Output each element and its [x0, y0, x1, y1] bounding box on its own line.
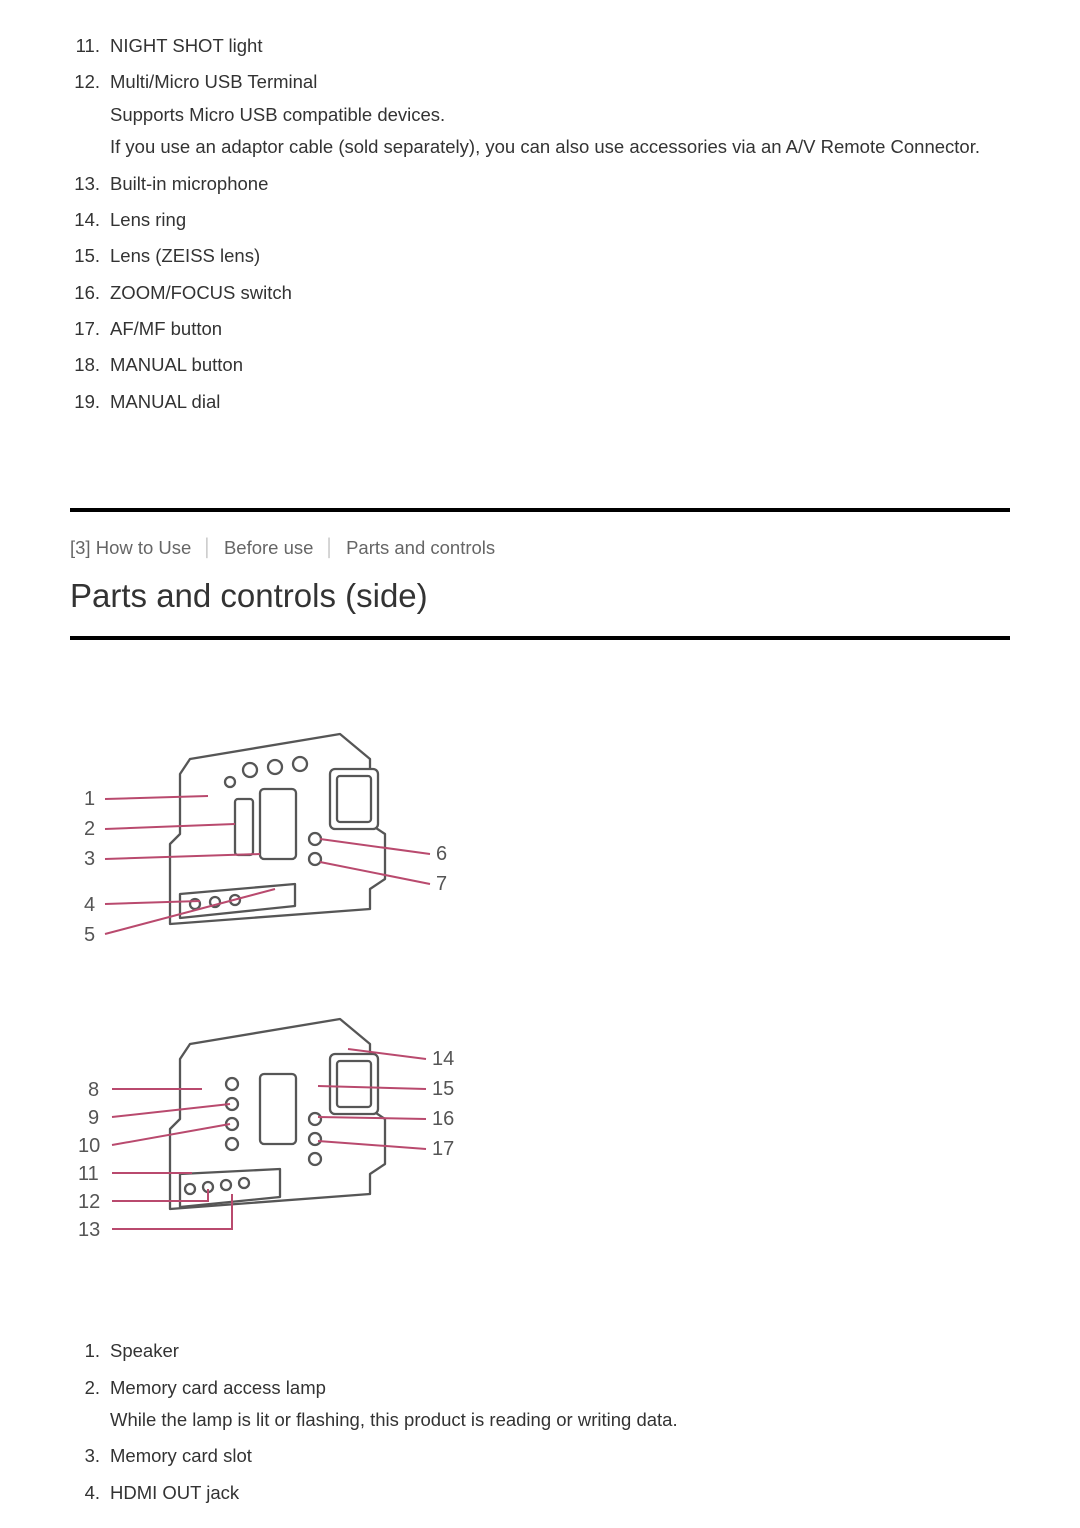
diagram-label: 1 [84, 788, 95, 810]
breadcrumb-separator-icon: │ [324, 533, 335, 563]
list-item: 17. AF/MF button [70, 313, 1010, 345]
list-item: 4. HDMI OUT jack [70, 1477, 1010, 1509]
parts-list-bottom: 1. Speaker 2. Memory card access lamp Wh… [70, 1335, 1010, 1509]
list-number: 11. [70, 30, 110, 62]
diagram-label: 12 [78, 1191, 100, 1213]
list-text: Lens (ZEISS lens) [110, 240, 1010, 272]
list-number: 16. [70, 277, 110, 309]
diagram-label: 13 [78, 1219, 100, 1241]
list-number: 4. [70, 1477, 110, 1509]
list-item: 3. Memory card slot [70, 1440, 1010, 1472]
list-item: 11. NIGHT SHOT light [70, 30, 1010, 62]
list-item: 19. MANUAL dial [70, 386, 1010, 418]
list-text: Lens ring [110, 204, 1010, 236]
list-item: 13. Built-in microphone [70, 168, 1010, 200]
breadcrumb-item: Before use [224, 532, 313, 564]
list-text: AF/MF button [110, 313, 1010, 345]
list-item: 18. MANUAL button [70, 349, 1010, 381]
list-item: 14. Lens ring [70, 204, 1010, 236]
list-sub-line: Supports Micro USB compatible devices. [110, 104, 445, 125]
list-text-line: Memory card access lamp [110, 1377, 326, 1398]
diagram-label: 16 [432, 1108, 454, 1130]
breadcrumb-item: Parts and controls [346, 532, 495, 564]
diagram-label: 7 [436, 873, 447, 895]
list-number: 17. [70, 313, 110, 345]
diagram-label: 4 [84, 894, 95, 916]
list-text: MANUAL button [110, 349, 1010, 381]
breadcrumb-separator-icon: │ [202, 533, 213, 563]
diagram-container: 1 2 3 4 5 6 7 [70, 704, 1010, 1299]
list-number: 13. [70, 168, 110, 200]
list-text: Speaker [110, 1335, 1010, 1367]
list-text: Built-in microphone [110, 168, 1010, 200]
diagram-label: 11 [78, 1163, 99, 1185]
breadcrumb-item: [3] How to Use [70, 532, 191, 564]
list-sub-line: While the lamp is lit or flashing, this … [110, 1409, 678, 1430]
list-number: 15. [70, 240, 110, 272]
list-text-line: Multi/Micro USB Terminal [110, 71, 317, 92]
diagram-label: 9 [88, 1107, 99, 1129]
list-text: NIGHT SHOT light [110, 30, 1010, 62]
list-number: 12. [70, 66, 110, 163]
diagram-label: 6 [436, 843, 447, 865]
diagram-label: 5 [84, 924, 95, 946]
list-text: Multi/Micro USB Terminal Supports Micro … [110, 66, 1010, 163]
section-divider-bottom [70, 636, 1010, 640]
list-text: Memory card slot [110, 1440, 1010, 1472]
camcorder-side-diagram-a: 1 2 3 4 5 6 7 [70, 704, 470, 964]
list-number: 18. [70, 349, 110, 381]
section-divider-top [70, 508, 1010, 512]
list-text: Memory card access lamp While the lamp i… [110, 1372, 1010, 1437]
diagram-label: 15 [432, 1078, 454, 1100]
list-number: 1. [70, 1335, 110, 1367]
list-text: ZOOM/FOCUS switch [110, 277, 1010, 309]
list-sub-line: If you use an adaptor cable (sold separa… [110, 136, 980, 157]
list-item: 1. Speaker [70, 1335, 1010, 1367]
list-item: 12. Multi/Micro USB Terminal Supports Mi… [70, 66, 1010, 163]
list-item: 15. Lens (ZEISS lens) [70, 240, 1010, 272]
diagram-label: 2 [84, 818, 95, 840]
camcorder-side-diagram-b: 8 9 10 11 12 13 14 15 16 17 [70, 989, 470, 1299]
diagram-label: 10 [78, 1135, 100, 1157]
list-number: 2. [70, 1372, 110, 1437]
parts-list-top: 11. NIGHT SHOT light 12. Multi/Micro USB… [70, 30, 1010, 418]
diagram-label: 3 [84, 848, 95, 870]
diagram-label: 14 [432, 1048, 454, 1070]
list-number: 3. [70, 1440, 110, 1472]
breadcrumb: [3] How to Use │ Before use │ Parts and … [70, 532, 1010, 564]
list-item: 2. Memory card access lamp While the lam… [70, 1372, 1010, 1437]
section-title: Parts and controls (side) [70, 567, 1010, 625]
list-item: 16. ZOOM/FOCUS switch [70, 277, 1010, 309]
diagram-label: 8 [88, 1079, 99, 1101]
list-text: HDMI OUT jack [110, 1477, 1010, 1509]
list-text: MANUAL dial [110, 386, 1010, 418]
list-number: 19. [70, 386, 110, 418]
list-number: 14. [70, 204, 110, 236]
diagram-label: 17 [432, 1138, 454, 1160]
